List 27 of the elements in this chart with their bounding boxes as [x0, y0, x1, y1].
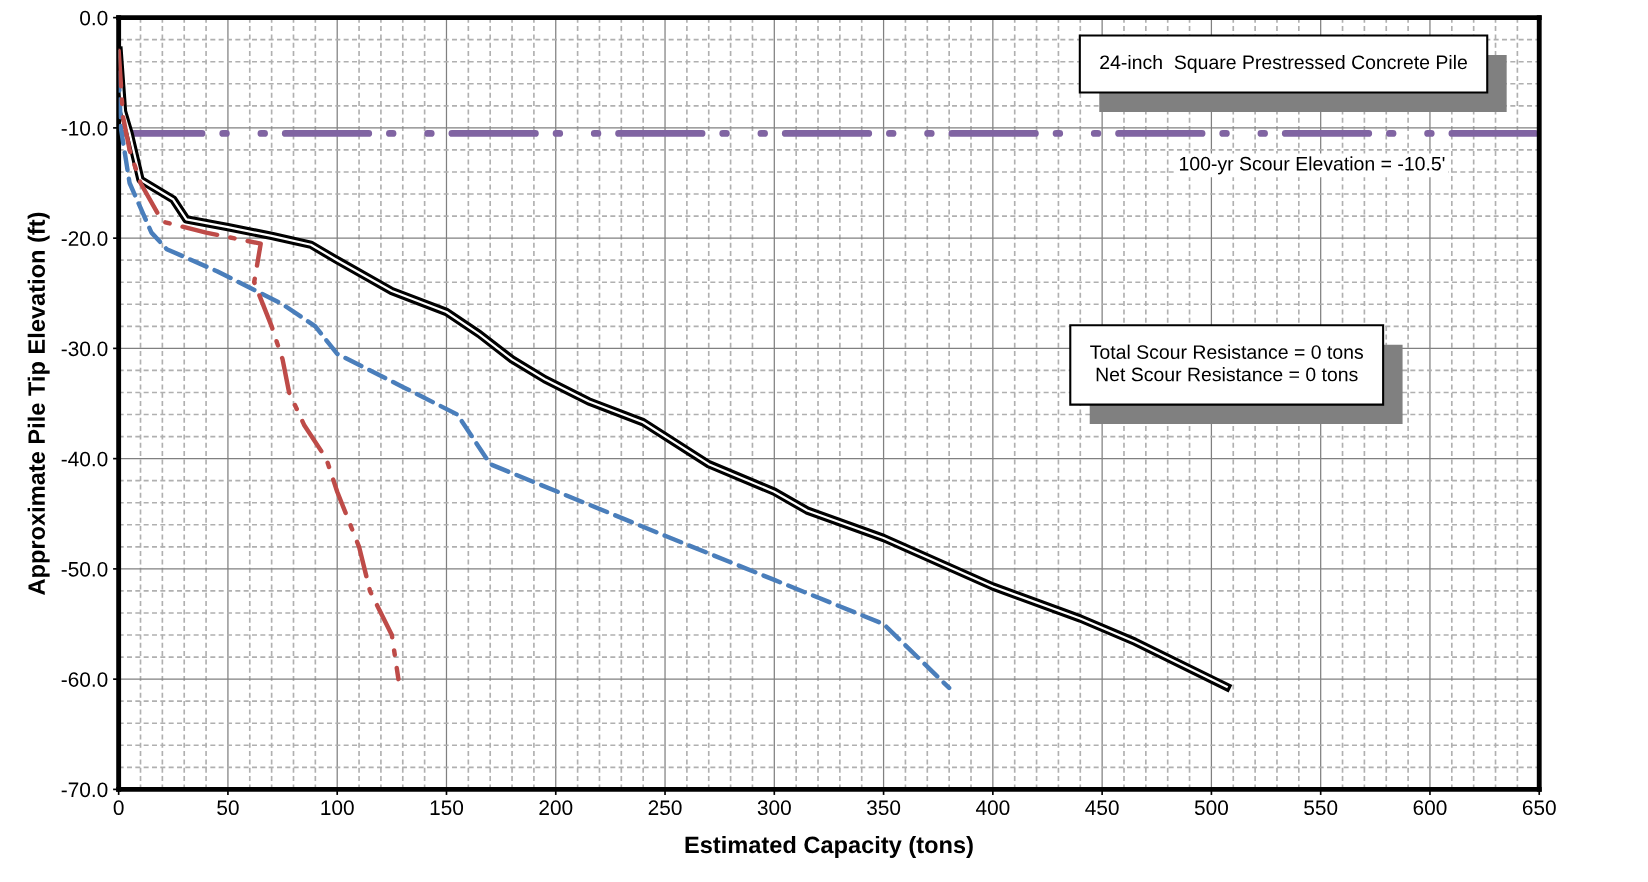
- y-tick-label: 0.0: [80, 10, 108, 26]
- y-axis-title: Approximate Pile Tip Elevation (ft): [27, 212, 50, 595]
- y-tick-label: -30.0: [61, 341, 108, 357]
- y-tick-label: -40.0: [61, 451, 108, 467]
- annotation: 24-inch Square Prestressed Concrete Pile: [1100, 54, 1467, 74]
- y-tick-label: -70.0: [61, 782, 108, 798]
- ref-line-label: 100-yr Scour Elevation = -10.5': [1179, 156, 1445, 175]
- x-tick-label: 200: [539, 800, 573, 816]
- x-tick-label: 650: [1522, 800, 1556, 816]
- x-tick-label: 50: [217, 800, 239, 816]
- x-tick-label: 350: [867, 800, 901, 816]
- y-tick-label: -10.0: [61, 120, 108, 136]
- x-tick-label: 550: [1304, 800, 1338, 816]
- y-tick-label: -50.0: [61, 561, 108, 577]
- x-axis-title: Estimated Capacity (tons): [685, 835, 973, 858]
- x-tick-label: 100: [321, 800, 354, 816]
- x-tick-label: 450: [1085, 800, 1119, 816]
- x-tick-label: 300: [757, 800, 791, 816]
- x-tick-label: 0: [113, 800, 124, 816]
- x-tick-label: 150: [430, 800, 464, 816]
- x-tick-label: 250: [648, 800, 682, 816]
- x-tick-label: 600: [1413, 800, 1447, 816]
- y-tick-label: -60.0: [61, 672, 108, 687]
- x-tick-label: 500: [1194, 800, 1228, 816]
- y-tick-label: -20.0: [61, 231, 108, 246]
- annotation: Total Scour Resistance = 0 tons Net Scour Resistance = 0 tons: [1090, 344, 1363, 382]
- x-tick-label: 400: [975, 800, 1010, 816]
